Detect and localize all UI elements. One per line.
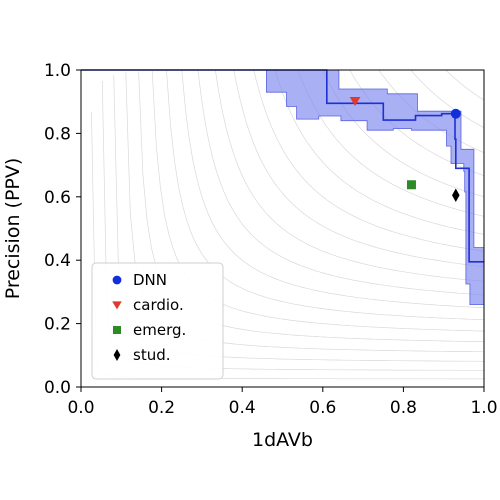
- iso-f1-curve: [233, 70, 484, 268]
- y-axis-label: Precision (PPV): [2, 158, 24, 300]
- legend-marker-stud: [113, 349, 121, 361]
- data-points: [349, 97, 461, 202]
- confidence-band-area: [265, 69, 485, 306]
- legend-box: [91, 262, 224, 380]
- x-tick-label: 0.8: [390, 398, 417, 418]
- legend: DNN cardio. emerg. stud.: [91, 262, 224, 380]
- legend-label-dnn: DNN: [133, 271, 167, 289]
- x-tick-label: 0.4: [229, 398, 256, 418]
- legend-marker-cardio: [112, 301, 122, 310]
- cardio-point: [349, 97, 361, 107]
- y-tick-label: 1.0: [44, 61, 71, 81]
- dnn-pr-curve: [81, 69, 484, 263]
- legend-label-cardio: cardio.: [133, 296, 184, 314]
- x-tick-label: 0.0: [67, 398, 94, 418]
- iso-f1-curve: [445, 70, 484, 101]
- legend-marker-emerg: [113, 326, 121, 334]
- y-tick-label: 0.8: [44, 124, 71, 144]
- iso-f1-curve: [410, 70, 484, 128]
- emerg-point: [406, 180, 416, 190]
- x-tick-label: 0.6: [309, 398, 336, 418]
- iso-f1-curve: [215, 70, 484, 282]
- iso-f1-curve: [181, 70, 484, 309]
- legend-label-stud: stud.: [133, 346, 171, 364]
- x-tick-label: 0.2: [148, 398, 175, 418]
- plot-frame: [80, 69, 485, 388]
- y-tick-label: 0.6: [44, 188, 71, 208]
- y-tick-label: 0.0: [44, 378, 71, 398]
- y-tick-label: 0.4: [44, 251, 71, 271]
- x-axis-label: 1dAVb: [252, 429, 313, 451]
- legend-label-emerg: emerg.: [133, 321, 186, 339]
- stud-point: [452, 188, 460, 202]
- confidence-band: [265, 69, 485, 306]
- dnn-point: [450, 108, 461, 119]
- axes: 0.0 0.2 0.4 0.6 0.8 1.0 0.0 0.2 0.4 0.6 0.8 1.0 1dAV…: [2, 61, 498, 451]
- legend-marker-dnn: [112, 275, 122, 285]
- iso-f1-curve: [253, 70, 484, 252]
- x-tick-label: 1.0: [470, 398, 497, 418]
- y-tick-label: 0.2: [44, 315, 71, 335]
- iso-f1-curve: [197, 70, 484, 296]
- pr-curve: [81, 69, 484, 263]
- iso-f1-curve: [297, 70, 484, 217]
- iso-f1-curve: [274, 70, 484, 235]
